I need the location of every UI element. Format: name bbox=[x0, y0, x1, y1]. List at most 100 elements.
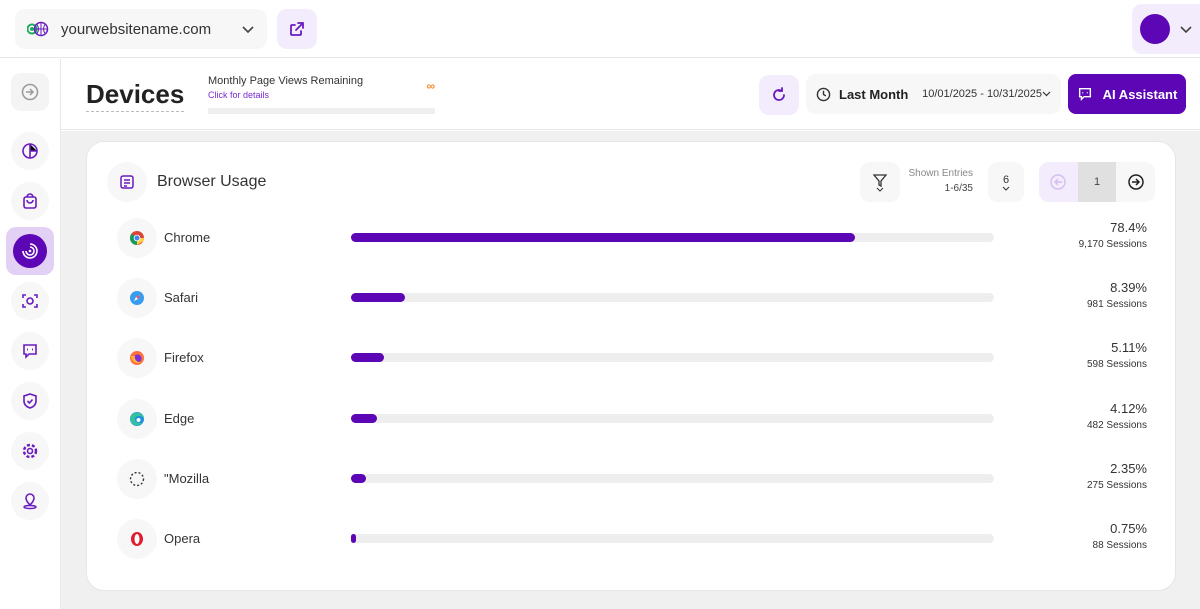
external-link-icon bbox=[290, 22, 304, 36]
collapse-icon bbox=[21, 83, 39, 101]
shown-entries-label: Shown Entries bbox=[908, 168, 973, 179]
session-count: 9,170 Sessions bbox=[1078, 239, 1147, 250]
usage-percent: 5.11% bbox=[1111, 340, 1147, 356]
browser-row: Opera 0.75% 88 Sessions bbox=[117, 519, 1147, 561]
prev-page-button[interactable] bbox=[1039, 162, 1078, 202]
browser-name: Opera bbox=[164, 531, 201, 546]
firefox-icon bbox=[117, 338, 157, 379]
shown-entries-value: 1-6/35 bbox=[944, 183, 973, 194]
sidebar-item-privacy[interactable] bbox=[11, 382, 49, 420]
page-number[interactable]: 1 bbox=[1077, 162, 1117, 202]
browser-usage-card: Browser Usage Shown Entries 1-6/35 6 1 Ch… bbox=[86, 141, 1176, 591]
sidebar-collapse-button[interactable] bbox=[11, 73, 49, 111]
shopping-bag-icon bbox=[23, 193, 37, 209]
refresh-button[interactable] bbox=[759, 75, 799, 115]
usage-percent: 78.4% bbox=[1110, 220, 1147, 235]
map-pin-icon bbox=[23, 493, 37, 510]
usage-percent: 2.35% bbox=[1110, 460, 1147, 476]
usage-percent: 4.12% bbox=[1110, 400, 1147, 416]
usage-bar bbox=[351, 413, 994, 423]
page-title: Devices bbox=[86, 79, 185, 112]
arrow-right-icon bbox=[1127, 174, 1144, 190]
browser-name: Chrome bbox=[164, 230, 211, 245]
chat-icon bbox=[23, 344, 37, 359]
chevron-down-icon bbox=[1042, 91, 1051, 97]
sidebar-item-dashboard[interactable] bbox=[11, 132, 49, 170]
next-page-button[interactable] bbox=[1116, 162, 1155, 202]
list-icon bbox=[120, 175, 134, 189]
shield-icon bbox=[23, 393, 37, 409]
browser-row: Firefox 5.11% 598 Sessions bbox=[117, 338, 1147, 380]
usage-bar-fill bbox=[351, 534, 356, 543]
chevron-down-icon bbox=[242, 26, 254, 34]
browser-name: Safari bbox=[164, 290, 198, 306]
usage-bar-fill bbox=[351, 413, 378, 423]
gear-icon bbox=[22, 443, 38, 459]
globe-icon bbox=[27, 21, 49, 37]
date-range: 10/01/2025 - 10/31/2025 bbox=[922, 88, 1042, 100]
filter-button[interactable] bbox=[860, 162, 900, 202]
pagination: 1 bbox=[1039, 162, 1155, 202]
user-menu-button[interactable] bbox=[1132, 4, 1200, 54]
session-count: 88 Sessions bbox=[1092, 540, 1147, 551]
page-header: Devices Monthly Page Views Remaining Cli… bbox=[61, 59, 1200, 130]
opera-icon bbox=[117, 519, 157, 559]
browser-name: Edge bbox=[164, 410, 195, 426]
sidebar-item-ecommerce[interactable] bbox=[11, 182, 49, 220]
usage-bar bbox=[351, 353, 994, 363]
date-preset: Last Month bbox=[839, 86, 909, 102]
page-views-value: ∞ bbox=[426, 79, 435, 93]
sidebar-item-devices[interactable] bbox=[6, 227, 54, 275]
sidebar-item-visitors[interactable] bbox=[11, 282, 49, 320]
page-views-bar bbox=[208, 108, 435, 114]
session-count: 275 Sessions bbox=[1086, 479, 1147, 491]
sidebar-item-chat[interactable] bbox=[11, 332, 49, 370]
filter-icon bbox=[873, 173, 887, 187]
browser-row: Safari 8.39% 981 Sessions bbox=[117, 278, 1147, 320]
browser-name: Firefox bbox=[164, 350, 204, 366]
sidebar-item-location[interactable] bbox=[11, 482, 49, 520]
usage-bar-fill bbox=[351, 233, 856, 242]
pie-chart-icon bbox=[22, 143, 38, 159]
arrow-left-icon bbox=[1050, 174, 1067, 190]
session-count: 598 Sessions bbox=[1086, 359, 1147, 371]
refresh-icon bbox=[773, 87, 785, 101]
main-content: Browser Usage Shown Entries 1-6/35 6 1 Ch… bbox=[61, 131, 1200, 609]
shown-entries: Shown Entries 1-6/35 bbox=[895, 168, 973, 194]
edge-icon bbox=[117, 398, 157, 439]
per-page-select[interactable]: 6 bbox=[988, 162, 1024, 202]
usage-bar bbox=[351, 473, 994, 483]
website-name: yourwebsitename.com bbox=[61, 20, 212, 38]
date-range-picker[interactable]: Last Month 10/01/2025 - 10/31/2025 bbox=[806, 74, 1061, 114]
open-website-button[interactable] bbox=[277, 9, 317, 49]
chevron-down-icon bbox=[876, 187, 884, 192]
safari-icon bbox=[117, 278, 157, 319]
card-title: Browser Usage bbox=[157, 173, 267, 190]
browser-name: "Mozilla bbox=[164, 470, 210, 486]
eye-scan-icon bbox=[22, 294, 38, 308]
usage-percent: 8.39% bbox=[1110, 280, 1147, 296]
session-count: 981 Sessions bbox=[1086, 299, 1147, 311]
website-selector[interactable]: yourwebsitename.com bbox=[15, 9, 267, 49]
sidebar bbox=[0, 59, 61, 609]
page-views-details-link[interactable]: Click for details bbox=[208, 90, 270, 100]
sidebar-item-settings[interactable] bbox=[11, 432, 49, 470]
browser-row: "Mozilla 2.35% 275 Sessions bbox=[117, 458, 1147, 501]
devices-icon bbox=[22, 243, 38, 259]
chrome-icon bbox=[117, 218, 157, 258]
mozilla-icon bbox=[117, 458, 157, 499]
avatar bbox=[1140, 14, 1170, 44]
usage-bar-fill bbox=[351, 293, 405, 303]
browser-row: Chrome 78.4% 9,170 Sessions bbox=[117, 218, 1147, 260]
browser-row: Edge 4.12% 482 Sessions bbox=[117, 398, 1147, 441]
usage-bar-fill bbox=[351, 473, 367, 483]
session-count: 482 Sessions bbox=[1086, 419, 1147, 431]
chat-icon bbox=[1078, 87, 1091, 102]
ai-assistant-label: AI Assistant bbox=[1102, 86, 1178, 102]
per-page-value: 6 bbox=[1002, 173, 1010, 186]
clock-icon bbox=[816, 87, 831, 101]
chevron-down-icon bbox=[1002, 186, 1010, 191]
ai-assistant-button[interactable]: AI Assistant bbox=[1068, 74, 1186, 114]
usage-percent: 0.75% bbox=[1110, 521, 1147, 536]
usage-bar-fill bbox=[351, 353, 384, 363]
